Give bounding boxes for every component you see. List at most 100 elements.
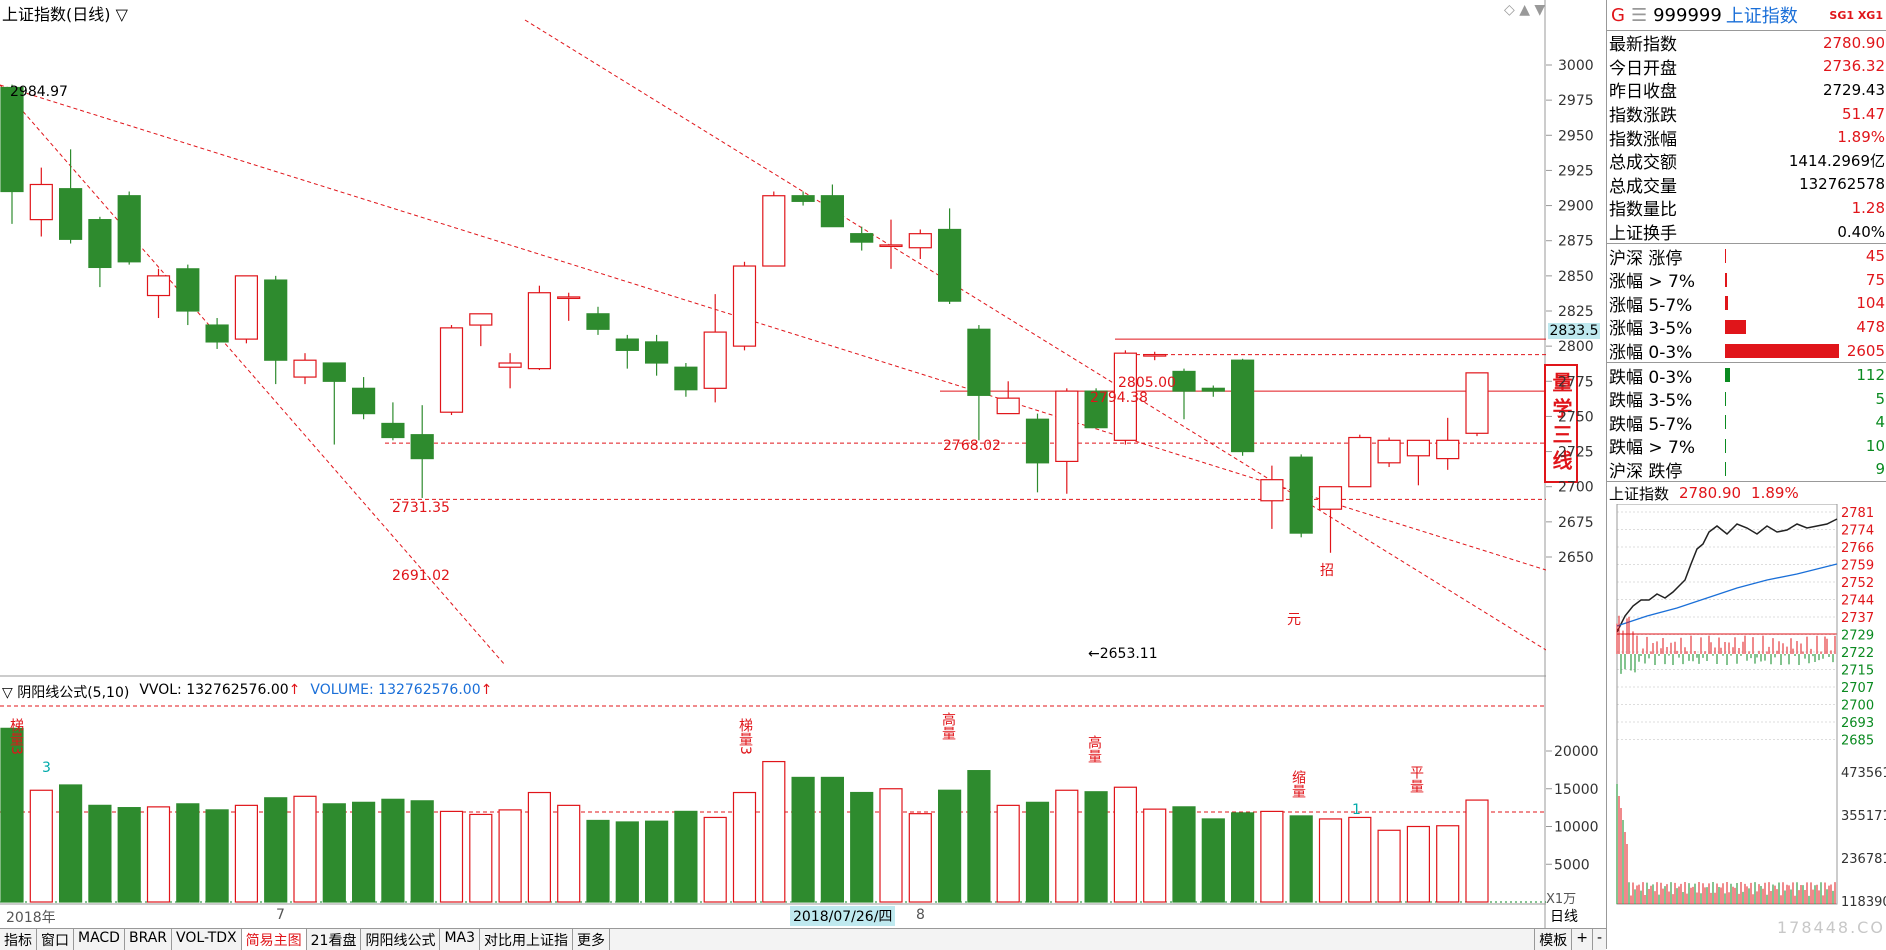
volume-label: 平量	[1408, 765, 1424, 793]
menu-icon[interactable]: ☰	[1630, 4, 1648, 26]
candle-body	[381, 422, 405, 439]
quote-value: 1.89%	[1837, 128, 1885, 147]
mini-price-tick: 2685	[1841, 734, 1874, 749]
volume-label: 梯量3	[737, 718, 753, 755]
tab-7[interactable]: 阴阳线公式	[361, 929, 441, 950]
candle-body	[1260, 479, 1284, 502]
volume-bar	[791, 776, 815, 903]
breadth-bar	[1725, 391, 1839, 406]
quote-rows: 最新指数 2780.90 今日开盘 2736.32 昨日收盘 2729.43 指数涨跌 51.…	[1607, 31, 1886, 244]
vol-count-1: 1	[1352, 802, 1361, 818]
price-annotation: 2984.97	[10, 84, 68, 100]
volume-bar	[762, 760, 786, 903]
candle-body	[967, 328, 991, 396]
breadth-value: 75	[1865, 270, 1885, 289]
quote-row: 昨日收盘 2729.43	[1607, 78, 1886, 103]
breadth-bar	[1725, 438, 1839, 453]
candle-body	[791, 195, 815, 202]
trend-line	[0, 84, 506, 666]
tab-0[interactable]: 指标	[0, 929, 37, 950]
candle-body	[996, 397, 1020, 415]
quote-value: 2780.90	[1822, 33, 1885, 52]
top-right-icons[interactable]: ◇ ▲ ▼	[1504, 2, 1546, 18]
mini-price-tick: 2744	[1841, 594, 1874, 609]
quote-row: 总成交量 132762578	[1607, 173, 1886, 197]
volume-bar	[850, 791, 874, 903]
marker-yuan: 元	[1287, 612, 1301, 628]
breadth-row: 涨幅 3-5% 478	[1607, 315, 1886, 340]
breadth-value: 104	[1856, 294, 1885, 313]
price-tick-label: 2700	[1558, 480, 1594, 496]
price-tick-label: 2950	[1558, 128, 1594, 144]
mini-vol-tick: 118390	[1841, 895, 1886, 910]
tab-5[interactable]: 简易主图	[241, 929, 307, 950]
current-price-badge: 2833.5	[1548, 323, 1600, 339]
volume-bar	[1377, 829, 1401, 903]
candle-body	[1055, 390, 1079, 463]
tab-2[interactable]: MACD	[74, 929, 125, 950]
index-name: 上证指数	[1725, 6, 1798, 27]
price-annotation: 2691.02	[392, 568, 450, 584]
vol-count-3: 3	[42, 760, 51, 776]
price-tick-label: 2975	[1558, 93, 1594, 109]
intraday-mini-chart[interactable]: 2781 2774 2766 2759 2752 2744 2737 2729 2722 2715…	[1607, 504, 1886, 915]
breadth-rows: 沪深 涨停 45 涨幅 > 7% 75 涨幅 5-7% 104 涨幅 3-5% 478 涨幅 0…	[1607, 244, 1886, 482]
volume-bar	[469, 813, 493, 903]
candle-body	[176, 268, 200, 312]
quote-label: 今日开盘	[1609, 58, 1677, 79]
breadth-bar	[1725, 249, 1839, 264]
candle-body	[1143, 353, 1167, 357]
breadth-value: 10	[1865, 436, 1885, 455]
volume-bar	[234, 804, 258, 903]
right-tab-2[interactable]: -	[1591, 929, 1606, 950]
indicator-header[interactable]: ▽ 阴阳线公式(5,10) VVOL: 132762576.00↑ VOLUME…	[2, 682, 492, 702]
candle-body	[879, 244, 903, 248]
candle-body	[1465, 372, 1489, 434]
tab-10[interactable]: 更多	[573, 929, 611, 950]
volume-bar	[352, 801, 376, 903]
g-icon[interactable]: G	[1611, 4, 1625, 26]
price-tick-label: 2675	[1558, 515, 1594, 531]
right-tab-1[interactable]: +	[1571, 929, 1592, 950]
price-tick-label: 2850	[1558, 269, 1594, 285]
volume-bar	[1260, 810, 1284, 903]
quote-row: 指数涨跌 51.47	[1607, 102, 1886, 127]
breadth-row: 沪深 涨停 45	[1607, 244, 1886, 269]
quote-row: 最新指数 2780.90	[1607, 31, 1886, 56]
tab-4[interactable]: VOL-TDX	[172, 929, 242, 950]
daily-label: 日线	[1550, 909, 1578, 925]
tab-6[interactable]: 21看盘	[307, 929, 362, 950]
tab-1[interactable]: 窗口	[37, 929, 74, 950]
tab-3[interactable]: BRAR	[125, 929, 173, 950]
breadth-label: 跌幅 5-7%	[1609, 414, 1693, 435]
tab-8[interactable]: MA3	[440, 929, 481, 950]
right-tab-0[interactable]: 模板	[1534, 929, 1571, 950]
candle-body	[498, 362, 522, 368]
signal-tags[interactable]: SG1 XG1	[1829, 8, 1883, 22]
quote-value: 1414.2969亿	[1788, 152, 1885, 171]
breadth-bar	[1725, 368, 1839, 383]
breadth-label: 涨幅 5-7%	[1609, 295, 1693, 316]
volume-bar	[1084, 791, 1108, 903]
volume-bar	[293, 795, 317, 903]
volume-bar	[996, 804, 1020, 903]
indicator-name[interactable]: ▽ 阴阳线公式(5,10)	[2, 685, 130, 701]
volume-bar	[0, 727, 24, 903]
kline-chart-area[interactable]: 2984.97 ←2653.11 2805.00 2794.38 2768.02 2731…	[0, 0, 1578, 930]
unit-label: X1万	[1546, 892, 1577, 907]
candle-body	[762, 195, 786, 267]
chart-title[interactable]: 上证指数(日线) ▽	[2, 5, 128, 24]
breadth-bar	[1725, 343, 1839, 358]
price-tick-label: 3000	[1558, 58, 1594, 74]
volume-bar	[439, 810, 464, 903]
candle-body	[732, 265, 757, 347]
volume-bar	[58, 784, 83, 903]
candle-body	[615, 338, 639, 351]
candle-body	[1113, 352, 1138, 441]
stamp-liangxue: 量学三线	[1544, 364, 1578, 483]
candle-body	[1230, 359, 1255, 453]
tab-9[interactable]: 对比用上证指	[480, 929, 574, 950]
breadth-row: 跌幅 3-5% 5	[1607, 387, 1886, 412]
price-tick-label: 2925	[1558, 163, 1594, 179]
